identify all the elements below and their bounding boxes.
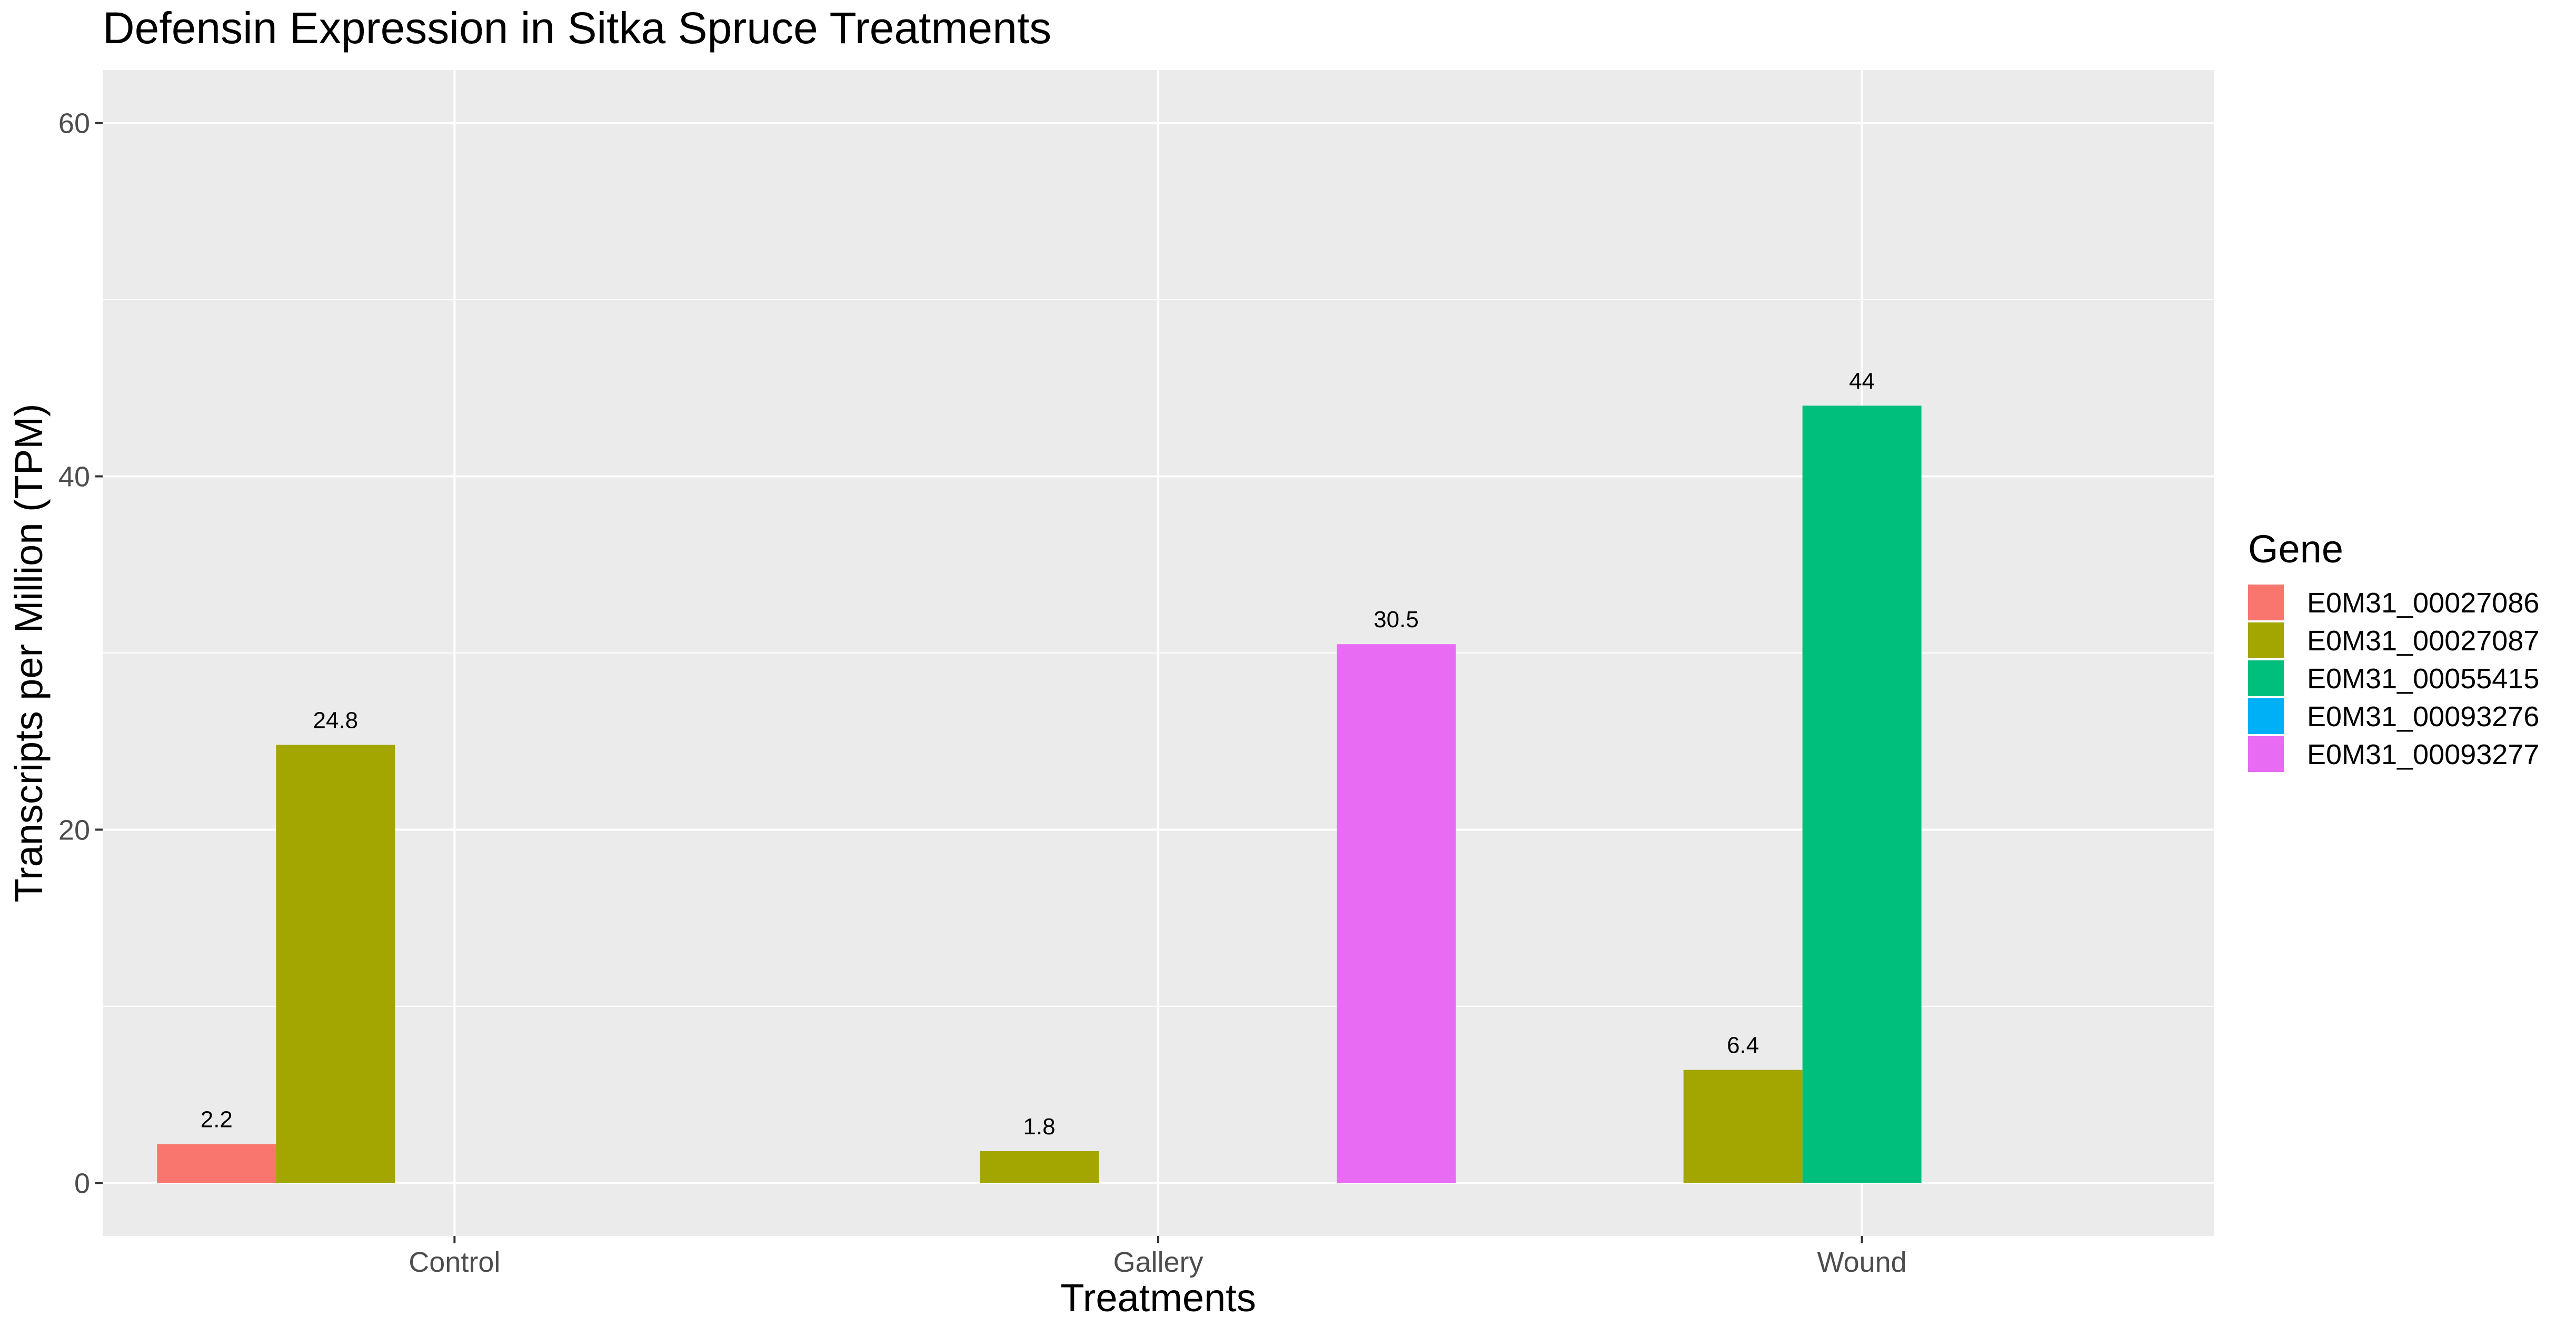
bar [1337,644,1456,1183]
legend-label: E0M31_00055415 [2307,663,2539,695]
data-label: 1.8 [1023,1114,1055,1140]
legend-key [2248,622,2284,658]
bar [980,1151,1099,1183]
legend-key [2248,736,2284,772]
legend-label: E0M31_00093276 [2307,701,2539,733]
data-label: 6.4 [1727,1033,1759,1058]
y-tick-label: 60 [58,108,90,140]
legend-key [2248,660,2284,696]
data-labels: 2.2 24.8 1.8 30.5 6.4 44 [201,368,1875,1140]
bar [276,745,395,1183]
data-label: 44 [1849,368,1875,394]
x-tick-label: Wound [1817,1246,1907,1278]
y-tick-label: 40 [58,461,90,493]
x-tick-label: Control [409,1246,500,1278]
bar [157,1144,276,1183]
data-label: 24.8 [313,707,359,733]
chart-title: Defensin Expression in Sitka Spruce Trea… [103,3,1051,53]
x-axis-title: Treatments [1060,1276,1256,1320]
legend-title: Gene [2248,527,2343,571]
legend-label: E0M31_00027087 [2307,625,2539,657]
y-axis-title: Transcripts per Million (TPM) [7,403,51,902]
bar [1802,405,1922,1183]
data-label: 2.2 [201,1107,233,1133]
y-tick-label: 20 [58,814,90,846]
bars [157,405,1922,1183]
legend: Gene E0M31_00027086 E0M31_00027087 E0M31_0… [2248,527,2539,772]
legend-label: E0M31_00027086 [2307,587,2539,619]
y-tick-label: 0 [74,1167,90,1199]
data-label: 30.5 [1374,607,1419,632]
legend-key [2248,698,2284,734]
legend-key [2248,585,2284,620]
legend-label: E0M31_00093277 [2307,739,2539,770]
bar [1683,1070,1803,1183]
axes: 0 20 40 60 Control Gallery Wound [58,108,1907,1278]
x-tick-label: Gallery [1113,1246,1203,1278]
